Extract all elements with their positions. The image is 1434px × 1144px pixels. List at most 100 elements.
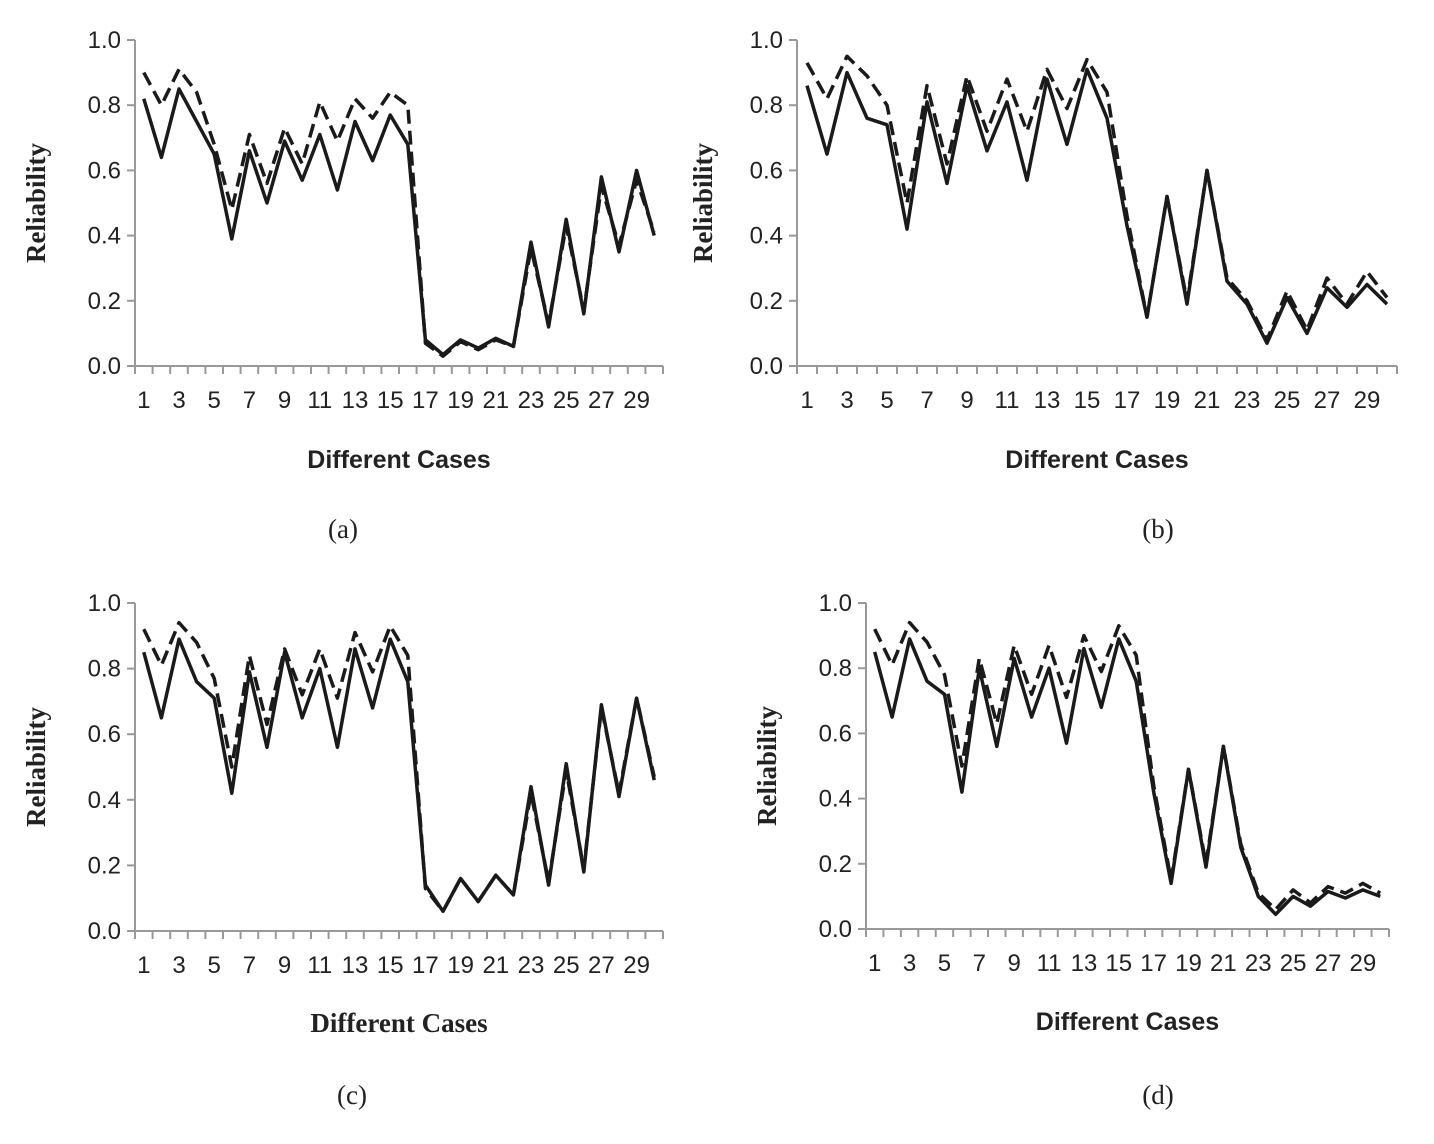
x-tick-label: 3 [840,387,853,414]
x-tick-label: 15 [1105,950,1132,977]
y-tick-label: 0.0 [750,353,783,380]
y-tick-label: 0.6 [819,720,852,747]
x-tick-label: 17 [1140,950,1167,977]
x-tick-label: 3 [172,952,185,979]
panel-caption: (d) [1142,1080,1173,1110]
x-tick-label: 15 [377,952,404,979]
y-tick-label: 1.0 [88,27,121,54]
x-tick-label: 25 [1280,950,1307,977]
panel-caption: (b) [1142,514,1173,544]
y-tick-label: 1.0 [88,590,121,617]
x-tick-label: 29 [623,387,650,414]
x-tick-label: 5 [208,387,221,414]
x-tick-label: 19 [1154,387,1181,414]
x-tick-label: 7 [973,950,986,977]
y-tick-label: 1.0 [750,27,783,54]
y-tick-label: 0.6 [88,721,121,748]
x-tick-label: 11 [995,387,1020,414]
x-tick-label: 29 [623,952,650,979]
x-tick-label: 11 [307,952,332,979]
x-tick-label: 13 [342,952,369,979]
x-tick-label: 27 [1314,387,1341,414]
y-tick-label: 0.4 [88,787,121,814]
chart-panel-a: 0.00.20.40.60.81.01 3 5 7 9 11 13 15 17 19 21 23 25 2… [21,27,664,544]
y-tick-label: 0.8 [819,655,852,682]
x-tick-label: 27 [588,952,615,979]
x-tick-label: 5 [880,387,893,414]
x-tick-label: 7 [920,387,933,414]
x-tick-label: 25 [553,387,580,414]
y-tick-label: 0.2 [88,288,121,315]
y-tick-label: 0.8 [88,92,121,119]
x-tick-label: 27 [1315,950,1342,977]
x-tick-label: 13 [1071,950,1098,977]
x-tick-label: 1 [868,950,881,977]
series-line-solid [805,67,1389,345]
y-tick-label: 0.0 [819,916,852,943]
x-tick-label: 3 [903,950,916,977]
y-tick-label: 0.0 [88,918,121,945]
x-tick-label: 11 [307,387,332,414]
x-axis-label: Different Cases [1036,1008,1219,1036]
y-tick-label: 0.2 [819,851,852,878]
x-tick-label: 9 [960,387,973,414]
series-line-solid [142,637,656,914]
y-tick-label: 0.4 [819,786,852,813]
x-tick-label: 21 [1210,950,1237,977]
series-line-solid [142,87,656,357]
x-tick-label: 29 [1354,387,1381,414]
y-tick-label: 0.2 [750,288,783,315]
x-tick-label: 19 [447,387,474,414]
y-tick-label: 0.4 [88,223,121,250]
series-line-dashed [142,620,656,914]
x-tick-label: 27 [588,387,615,414]
y-tick-label: 0.6 [88,157,121,184]
x-axis-label: Different Cases [307,446,490,474]
x-tick-label: 13 [1034,387,1061,414]
x-axis-label: Different Cases [1005,446,1188,474]
x-tick-label: 21 [482,952,509,979]
y-axis-label: Reliability [21,143,51,263]
x-tick-label: 19 [1175,950,1202,977]
x-tick-label: 9 [278,952,291,979]
y-tick-label: 0.8 [88,656,121,683]
y-tick-label: 1.0 [819,590,852,617]
series-line-dashed [805,54,1389,342]
series-line-dashed [142,67,656,358]
y-axis-label: Reliability [688,143,718,263]
x-tick-label: 23 [1245,950,1272,977]
y-tick-label: 0.6 [750,157,783,184]
chart-panel-b: 0.00.20.40.60.81.01 3 5 7 9 11 13 15 17 19 21 23 25 2… [688,27,1398,544]
x-tick-label: 9 [278,387,291,414]
y-tick-label: 0.0 [88,353,121,380]
x-axis-label: Different Cases [310,1008,487,1038]
x-tick-label: 23 [518,952,545,979]
chart-panel-d: 0.00.20.40.60.81.01 3 5 7 9 11 13 15 17 19 21 23 25 2… [752,590,1390,1110]
x-tick-label: 23 [518,387,545,414]
x-tick-label: 25 [553,952,580,979]
x-tick-label: 15 [377,387,404,414]
chart-panel-c: 0.00.20.40.60.81.01 3 5 7 9 11 13 15 17 19 21 23 25 2… [21,590,664,1110]
x-tick-label: 21 [482,387,509,414]
panel-caption: (c) [337,1080,367,1110]
panel-caption: (a) [328,514,358,544]
y-axis-label: Reliability [21,707,51,827]
x-tick-label: 1 [137,952,150,979]
x-tick-label: 17 [1114,387,1141,414]
x-tick-label: 11 [1037,950,1062,977]
x-tick-label: 15 [1074,387,1101,414]
x-tick-label: 1 [800,387,813,414]
x-tick-label: 23 [1234,387,1261,414]
y-tick-label: 0.4 [750,223,783,250]
x-tick-label: 19 [447,952,474,979]
series-line-dashed [873,620,1382,912]
x-tick-label: 1 [137,387,150,414]
x-tick-label: 17 [412,387,439,414]
x-tick-label: 25 [1274,387,1301,414]
series-line-solid [873,637,1381,917]
x-tick-label: 9 [1008,950,1021,977]
x-tick-label: 29 [1349,950,1376,977]
y-axis-label: Reliability [752,706,782,826]
x-tick-label: 17 [412,952,439,979]
